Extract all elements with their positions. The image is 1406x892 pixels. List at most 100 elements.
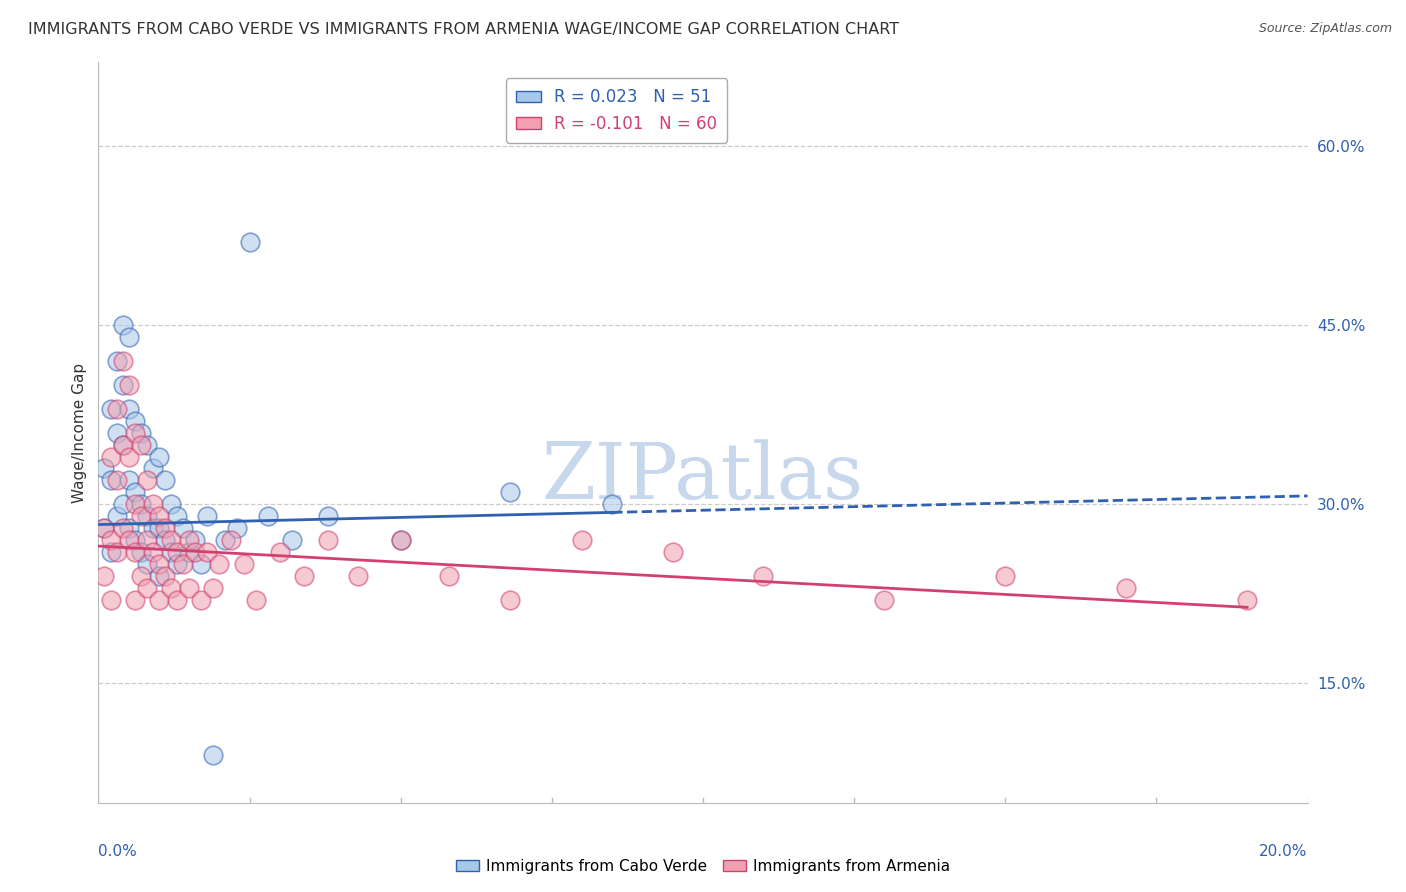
- Legend: Immigrants from Cabo Verde, Immigrants from Armenia: Immigrants from Cabo Verde, Immigrants f…: [450, 853, 956, 880]
- Point: [184, 545, 207, 559]
- Point: [172, 521, 194, 535]
- Point: [153, 521, 176, 535]
- Point: [179, 545, 201, 559]
- Point: [232, 557, 254, 571]
- Point: [129, 425, 152, 440]
- Point: [129, 509, 152, 524]
- Point: [105, 545, 128, 559]
- Point: [111, 497, 134, 511]
- Y-axis label: Wage/Income Gap: Wage/Income Gap: [72, 362, 87, 503]
- Point: [195, 509, 218, 524]
- Point: [602, 497, 624, 511]
- Point: [153, 569, 176, 583]
- Point: [148, 557, 170, 571]
- Text: Source: ZipAtlas.com: Source: ZipAtlas.com: [1258, 22, 1392, 36]
- Point: [166, 545, 188, 559]
- Point: [166, 557, 188, 571]
- Point: [124, 414, 146, 428]
- Point: [190, 592, 212, 607]
- Point: [498, 485, 520, 500]
- Point: [160, 533, 183, 547]
- Point: [239, 235, 262, 249]
- Point: [129, 545, 152, 559]
- Point: [292, 569, 315, 583]
- Point: [129, 437, 152, 451]
- Point: [389, 533, 412, 547]
- Point: [124, 545, 146, 559]
- Point: [172, 557, 194, 571]
- Point: [498, 592, 520, 607]
- Point: [389, 533, 412, 547]
- Point: [93, 569, 115, 583]
- Point: [153, 533, 176, 547]
- Point: [118, 450, 141, 464]
- Point: [111, 437, 134, 451]
- Point: [124, 592, 146, 607]
- Point: [148, 521, 170, 535]
- Point: [111, 437, 134, 451]
- Point: [752, 569, 775, 583]
- Point: [118, 474, 141, 488]
- Point: [208, 557, 231, 571]
- Point: [111, 521, 134, 535]
- Point: [142, 461, 165, 475]
- Point: [105, 425, 128, 440]
- Point: [124, 497, 146, 511]
- Point: [153, 474, 176, 488]
- Point: [269, 545, 291, 559]
- Point: [316, 509, 339, 524]
- Point: [148, 592, 170, 607]
- Point: [105, 354, 128, 368]
- Point: [135, 581, 157, 595]
- Point: [160, 497, 183, 511]
- Point: [124, 485, 146, 500]
- Point: [93, 461, 115, 475]
- Text: 0.0%: 0.0%: [98, 844, 138, 858]
- Point: [135, 437, 157, 451]
- Point: [437, 569, 460, 583]
- Point: [994, 569, 1017, 583]
- Point: [148, 509, 170, 524]
- Point: [93, 521, 115, 535]
- Text: 20.0%: 20.0%: [1260, 844, 1308, 858]
- Point: [166, 509, 188, 524]
- Point: [166, 592, 188, 607]
- Point: [245, 592, 267, 607]
- Point: [100, 401, 122, 416]
- Text: ZIPatlas: ZIPatlas: [541, 439, 865, 515]
- Point: [160, 545, 183, 559]
- Point: [105, 401, 128, 416]
- Point: [111, 354, 134, 368]
- Legend: R = 0.023   N = 51, R = -0.101   N = 60: R = 0.023 N = 51, R = -0.101 N = 60: [506, 78, 727, 143]
- Point: [118, 533, 141, 547]
- Point: [142, 521, 165, 535]
- Point: [124, 425, 146, 440]
- Point: [316, 533, 339, 547]
- Point: [256, 509, 278, 524]
- Point: [281, 533, 304, 547]
- Point: [160, 581, 183, 595]
- Point: [202, 581, 225, 595]
- Point: [129, 569, 152, 583]
- Point: [347, 569, 370, 583]
- Point: [100, 450, 122, 464]
- Text: IMMIGRANTS FROM CABO VERDE VS IMMIGRANTS FROM ARMENIA WAGE/INCOME GAP CORRELATIO: IMMIGRANTS FROM CABO VERDE VS IMMIGRANTS…: [28, 22, 900, 37]
- Point: [184, 533, 207, 547]
- Point: [195, 545, 218, 559]
- Point: [105, 474, 128, 488]
- Point: [142, 545, 165, 559]
- Point: [148, 569, 170, 583]
- Point: [135, 509, 157, 524]
- Point: [135, 533, 157, 547]
- Point: [179, 581, 201, 595]
- Point: [148, 450, 170, 464]
- Point: [221, 533, 243, 547]
- Point: [118, 401, 141, 416]
- Point: [214, 533, 236, 547]
- Point: [135, 557, 157, 571]
- Point: [226, 521, 249, 535]
- Point: [179, 533, 201, 547]
- Point: [118, 521, 141, 535]
- Point: [111, 377, 134, 392]
- Point: [129, 497, 152, 511]
